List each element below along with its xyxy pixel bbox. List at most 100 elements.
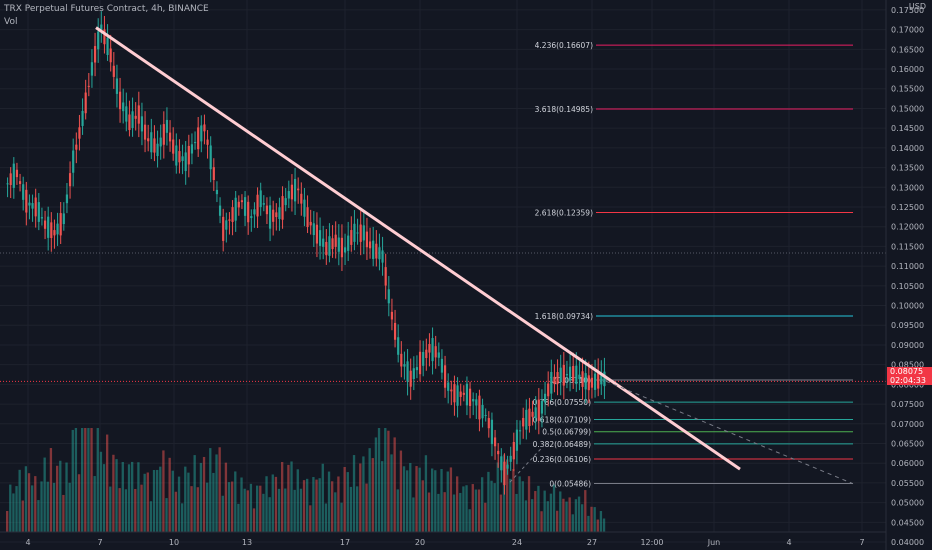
candle-body (268, 205, 272, 229)
fib-level-label: 0.618(0.07109) (533, 415, 591, 424)
candle-body (228, 219, 231, 221)
candle-body (603, 371, 606, 387)
candle-body (175, 145, 178, 166)
volume-bar (368, 448, 371, 532)
candle-body (418, 351, 422, 375)
volume-indicator-label[interactable]: Vol (4, 17, 18, 27)
volume-bar (234, 471, 237, 532)
candle-body (28, 202, 31, 206)
volume-bar (152, 469, 156, 532)
candle-body (256, 194, 259, 217)
volume-bar (187, 472, 190, 532)
volume-bar (384, 428, 387, 532)
candle-body (490, 419, 494, 445)
current-price-value: 0.08075 (890, 367, 924, 376)
volume-bar (315, 479, 318, 532)
symbol-title[interactable]: TRX Perpetual Futures Contract, 4h, BINA… (4, 4, 209, 14)
volume-bar (434, 470, 437, 532)
candle-body (247, 201, 250, 223)
volume-bar (393, 437, 396, 532)
time-tick-label: 20 (415, 538, 425, 547)
volume-bar (381, 461, 384, 532)
candle-body (203, 124, 206, 132)
volume-bar (365, 483, 368, 532)
volume-bar (184, 466, 187, 532)
volume-bar (549, 493, 553, 532)
fib-anchor-line (509, 445, 545, 483)
candle-body (50, 222, 53, 239)
volume-bar (593, 507, 596, 532)
volume-bar (287, 464, 290, 532)
candle-body (447, 382, 450, 391)
volume-bar (374, 437, 378, 532)
volume-bar (18, 469, 21, 532)
fib-level-label: 0.382(0.06489) (533, 440, 591, 449)
volume-bar (456, 476, 459, 532)
projection-line (605, 380, 854, 485)
volume-bar (74, 428, 78, 532)
candle-body (253, 209, 256, 215)
volume-bar (46, 481, 49, 532)
candle-body (412, 368, 415, 379)
candle-body (372, 240, 375, 260)
volume-bar (21, 500, 24, 532)
volume-bar (227, 482, 231, 532)
candle-body (472, 399, 475, 402)
volume-bar (174, 491, 178, 532)
volume-bar (352, 455, 356, 532)
volume-bar (340, 502, 343, 532)
volume-bar (574, 499, 578, 532)
volume-bar (237, 503, 240, 532)
volume-bars (6, 428, 606, 532)
volume-bar (168, 457, 171, 532)
price-tick-label: 0.10000 (891, 302, 924, 311)
volume-bar (146, 472, 149, 532)
volume-bar (284, 488, 287, 532)
candle-body (240, 200, 244, 203)
volume-bar (493, 483, 496, 532)
price-tick-label: 0.13000 (891, 183, 924, 192)
volume-bar (409, 463, 412, 532)
price-tick-label: 0.07500 (891, 400, 924, 409)
candle-body (503, 461, 506, 486)
candle-body (484, 414, 487, 416)
candle-body (68, 173, 72, 187)
candle-body (593, 373, 597, 390)
candle-body (309, 221, 312, 226)
volume-bar (193, 455, 196, 532)
volume-bar (331, 481, 334, 532)
candle-body (100, 24, 103, 31)
candle-body (328, 236, 331, 256)
candle-body (87, 85, 90, 87)
volume-bar (346, 472, 349, 532)
time-tick-label: 27 (587, 538, 597, 547)
candle-body (540, 400, 544, 414)
candle-body (556, 372, 559, 384)
volume-bar (259, 485, 262, 532)
candle-body (518, 430, 522, 432)
candle-body (84, 92, 87, 114)
candle-body (584, 373, 587, 390)
candle-body (522, 417, 525, 427)
volume-bar (27, 473, 31, 532)
volume-bar (249, 483, 253, 532)
candlestick-series (6, 11, 606, 495)
candle-body (193, 142, 197, 144)
volume-bar (406, 470, 409, 532)
volume-bar (109, 486, 112, 532)
volume-bar (6, 511, 9, 532)
candle-body (450, 389, 453, 392)
volume-bar (77, 474, 81, 532)
fib-level-label: 0.5(0.06799) (542, 428, 591, 437)
volume-bar (371, 458, 374, 532)
volume-bar (449, 467, 453, 532)
candle-body (559, 367, 562, 383)
price-tick-label: 0.10500 (891, 282, 924, 291)
volume-bar (262, 493, 265, 532)
candle-body (197, 127, 200, 150)
candle-body (225, 220, 228, 230)
volume-bar (196, 487, 199, 532)
volume-bar (362, 456, 365, 532)
time-tick-label: Jun (707, 538, 721, 547)
